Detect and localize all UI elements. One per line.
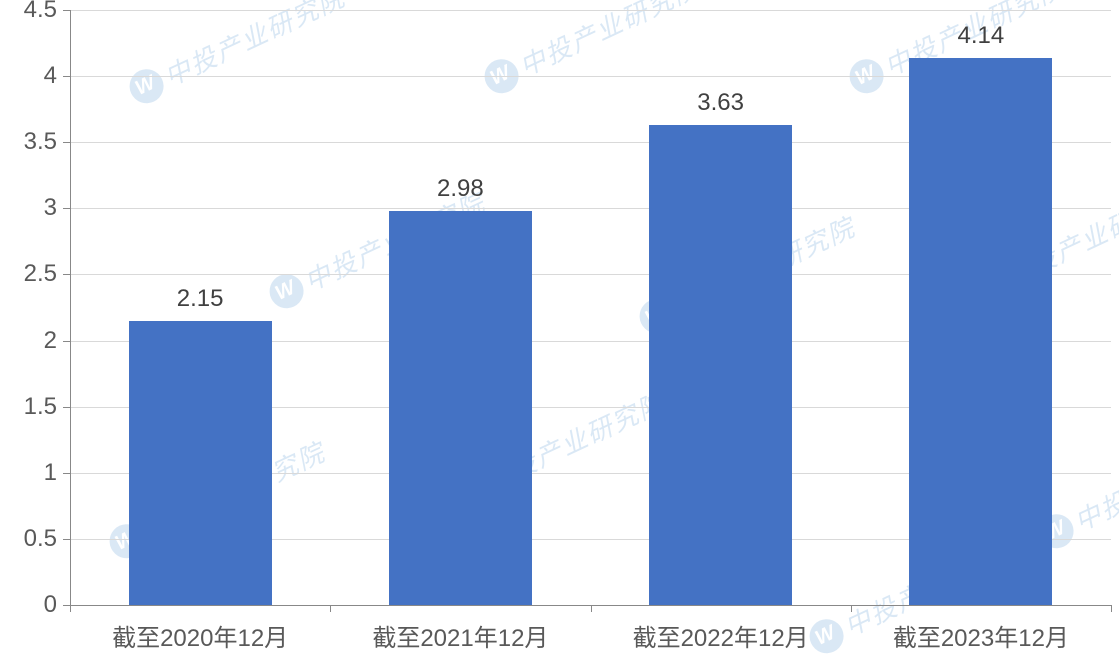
bar	[909, 58, 1052, 605]
y-tick-mark	[63, 10, 70, 11]
bar	[129, 321, 272, 605]
x-tick-label: 截至2022年12月	[633, 618, 809, 653]
bar-value-label: 2.98	[437, 175, 484, 203]
x-tick-label: 截至2021年12月	[372, 618, 548, 653]
bar-value-label: 3.63	[697, 89, 744, 117]
y-tick-label: 3.5	[24, 128, 57, 156]
y-tick-mark	[63, 407, 70, 408]
bar-chart: W中投产业研究院W中投产业研究院W中投产业研究院W中投产业研究院W中投产业研究院…	[0, 0, 1119, 666]
watermark-text: 中投产业研究院	[1068, 422, 1119, 538]
y-tick-mark	[63, 142, 70, 143]
y-tick-mark	[63, 341, 70, 342]
y-tick-mark	[63, 539, 70, 540]
y-tick-label: 2	[44, 327, 57, 355]
y-tick-mark	[63, 76, 70, 77]
y-tick-label: 0.5	[24, 525, 57, 553]
gridline	[70, 10, 1111, 11]
x-tick-mark	[330, 605, 331, 612]
y-tick-mark	[63, 473, 70, 474]
watermark-logo-icon: W	[804, 613, 849, 658]
watermark: W中投产业研究院	[123, 0, 351, 110]
y-tick-mark	[63, 274, 70, 275]
bar	[649, 125, 792, 605]
x-tick-label: 截至2023年12月	[893, 618, 1069, 653]
y-tick-label: 4.5	[24, 0, 57, 24]
x-tick-mark	[1111, 605, 1112, 612]
y-tick-label: 1.5	[24, 393, 57, 421]
watermark-text: 中投产业研究院	[513, 0, 706, 84]
y-tick-label: 2.5	[24, 260, 57, 288]
bar-value-label: 4.14	[958, 22, 1005, 50]
watermark-text: 中投产业研究院	[158, 0, 351, 94]
y-tick-label: 3	[44, 194, 57, 222]
x-tick-label: 截至2020年12月	[112, 618, 288, 653]
bar-value-label: 2.15	[177, 285, 224, 313]
y-axis-line	[70, 10, 71, 605]
x-tick-mark	[591, 605, 592, 612]
y-tick-label: 0	[44, 591, 57, 619]
bar	[389, 211, 532, 605]
y-tick-mark	[63, 605, 70, 606]
x-tick-mark	[70, 605, 71, 612]
x-tick-mark	[851, 605, 852, 612]
y-tick-label: 4	[44, 62, 57, 90]
watermark-logo-icon: W	[124, 63, 169, 108]
y-tick-label: 1	[44, 459, 57, 487]
y-tick-mark	[63, 208, 70, 209]
watermark: W中投产业研究院	[478, 0, 706, 100]
